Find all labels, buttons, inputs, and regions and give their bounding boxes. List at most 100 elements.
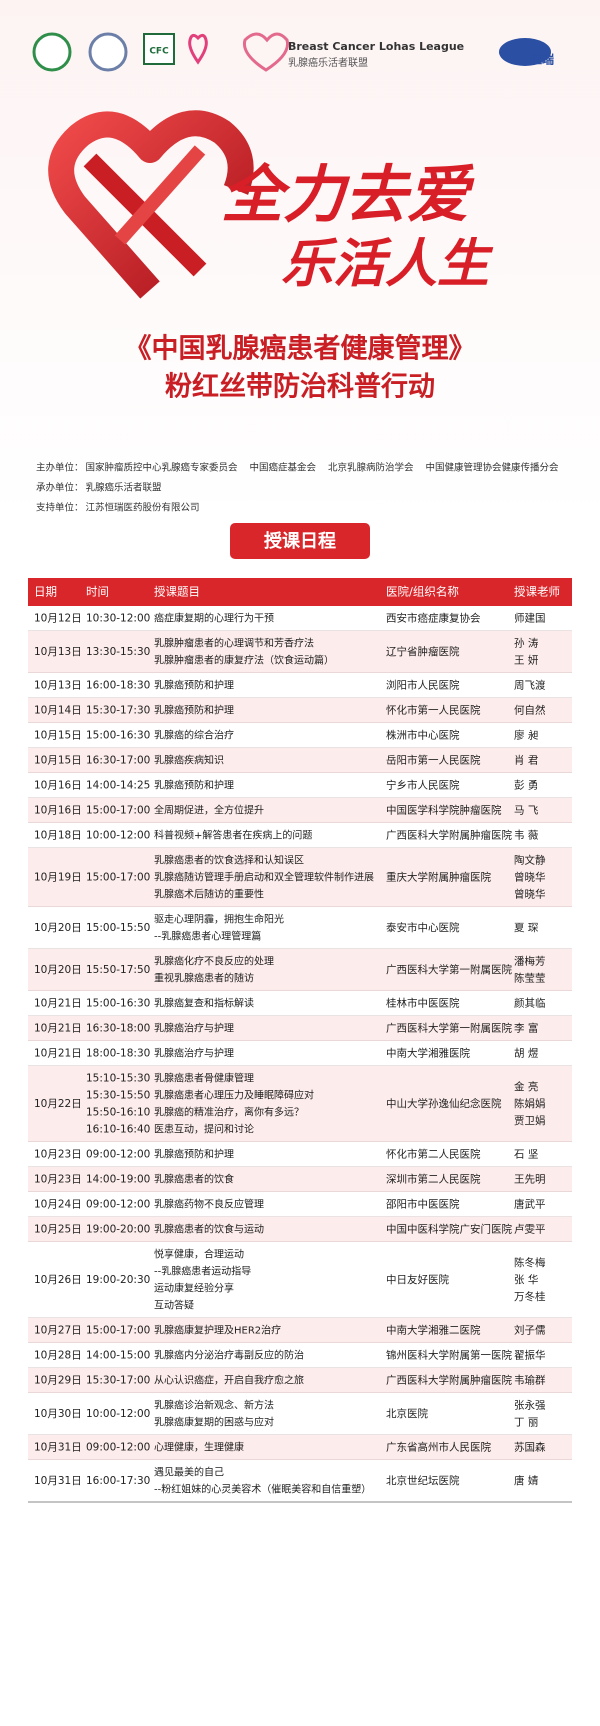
logos — [32, 32, 551, 72]
cell-teacher: 韦瑜群 — [514, 1374, 546, 1387]
organizer-item: 江苏恒瑞医药股份有限公司 — [86, 502, 200, 514]
cell-hospital: 广西医科大学第一附属医院 — [386, 963, 512, 976]
cell-topic: --乳腺癌患者运动指导 — [154, 1265, 251, 1278]
cell-hospital: 邵阳市中医医院 — [386, 1198, 460, 1211]
cell-teacher: 肖 君 — [514, 754, 538, 767]
cell-teacher: 苏国森 — [514, 1441, 546, 1454]
cell-topic: 乳腺癌术后随访的重要性 — [154, 888, 264, 901]
cell-date: 10月21日 — [34, 998, 82, 1010]
cell-teacher: 卢雯平 — [514, 1223, 546, 1236]
cell-date: 10月31日 — [34, 1442, 82, 1454]
cell-topic: 乳腺癌的精准治疗，离你有多远？ — [154, 1106, 304, 1119]
cell-teacher: 万冬桂 — [514, 1290, 546, 1303]
league-name-en: Breast Cancer Lohas League — [288, 40, 464, 53]
cell-hospital: 重庆大学附属肿瘤医院 — [386, 871, 491, 884]
cell-date: 10月13日 — [34, 680, 82, 692]
cell-hospital: 泰安市中心医院 — [386, 921, 460, 934]
cell-time: 13:30-15:30 — [86, 646, 150, 658]
cell-teacher: 张 华 — [514, 1273, 538, 1286]
cell-hospital: 株洲市中心医院 — [386, 729, 460, 742]
cell-teacher: 陶文静 — [514, 854, 546, 867]
cell-teacher: 孙 涛 — [514, 637, 539, 650]
table-row-bg — [28, 848, 572, 907]
organizer-item: 国家肿瘤质控中心乳腺癌专家委员会 — [86, 462, 239, 474]
slogan: 全力去爱 — [221, 158, 475, 231]
cell-topic: --乳腺癌患者心理管理篇 — [154, 930, 261, 943]
organizer-label: 承办单位： — [36, 482, 84, 494]
cell-time: 16:30-18:00 — [86, 1023, 150, 1035]
organizer-item: 北京乳腺病防治学会 — [328, 462, 414, 474]
table-row-bg — [28, 823, 572, 848]
table-row-bg — [28, 1242, 572, 1318]
cell-teacher: 唐武平 — [514, 1198, 546, 1211]
cell-hospital: 辽宁省肿瘤医院 — [386, 645, 460, 658]
cell-date: 10月28日 — [34, 1350, 82, 1362]
table-row-bg — [28, 698, 572, 723]
cell-teacher: 潘梅芳 — [514, 955, 546, 968]
cell-date: 10月20日 — [34, 964, 82, 976]
cell-teacher: 陈莹莹 — [514, 972, 546, 985]
cell-topic: 乳腺癌药物不良反应管理 — [154, 1198, 264, 1211]
cell-topic: 悦享健康，合理运动 — [154, 1248, 244, 1261]
cell-hospital: 中日友好医院 — [386, 1273, 449, 1286]
cell-date: 10月23日 — [34, 1174, 82, 1186]
cell-time: 19:00-20:00 — [86, 1224, 150, 1236]
cell-topic: 乳腺癌预防和护理 — [154, 779, 234, 792]
organizer-item: 乳腺癌乐活者联盟 — [86, 482, 163, 494]
cell-date: 10月24日 — [34, 1199, 82, 1211]
cell-hospital: 广西医科大学附属肿瘤医院 — [386, 829, 512, 842]
cell-teacher: 石 坚 — [514, 1149, 539, 1161]
cell-topic: 乳腺癌复查和指标解读 — [154, 997, 254, 1010]
title: 粉红丝带防治科普行动 — [165, 371, 435, 403]
table-row-bg — [28, 1318, 572, 1343]
cell-topic: 乳腺肿瘤患者的心理调节和芳香疗法 — [154, 637, 314, 650]
cell-topic: 乳腺癌化疗不良反应的处理 — [154, 955, 274, 968]
league-name-cn: 乳腺癌乐活者联盟 — [288, 56, 368, 69]
cell-time: 15:50-17:50 — [86, 964, 150, 976]
cell-time: 19:00-20:30 — [86, 1274, 150, 1286]
cell-date: 10月12日 — [34, 613, 82, 625]
cell-hospital: 桂林市中医医院 — [386, 997, 460, 1010]
cell-hospital: 中山大学孙逸仙纪念医院 — [386, 1097, 502, 1110]
schedule-button-bg — [230, 523, 370, 559]
cell-time: 14:00-15:00 — [86, 1350, 150, 1362]
cell-teacher: 胡 煜 — [514, 1047, 539, 1060]
cell-teacher: 张永强 — [514, 1399, 546, 1412]
cell-topic: 互动答疑 — [154, 1299, 194, 1312]
cell-topic: 重视乳腺癌患者的随访 — [154, 972, 254, 985]
cell-topic: 驱走心理阴霾，拥抱生命阳光 — [154, 913, 284, 926]
organizer-item: 中国癌症基金会 — [250, 462, 317, 474]
cell-hospital: 广东省高州市人民医院 — [386, 1441, 491, 1454]
cell-teacher: 翟振华 — [514, 1349, 546, 1362]
cell-teacher: 彭 勇 — [514, 779, 538, 792]
cell-topic: 乳腺癌疾病知识 — [154, 754, 224, 767]
column-header: 时间 — [86, 585, 109, 599]
cell-date: 10月26日 — [34, 1274, 82, 1286]
cell-topic: 乳腺癌内分泌治疗毒副反应的防治 — [154, 1349, 304, 1362]
cell-date: 10月21日 — [34, 1023, 82, 1035]
cell-hospital: 广西医科大学第一附属医院 — [386, 1022, 512, 1035]
cell-hospital: 中国医学科学院肿瘤医院 — [386, 804, 502, 817]
cell-topic: 遇见最美的自己 — [154, 1466, 224, 1479]
cell-time: 18:00-18:30 — [86, 1048, 150, 1060]
cell-topic: 从心认识癌症，开启自我疗愈之旅 — [154, 1374, 304, 1387]
cell-teacher: 金 亮 — [514, 1080, 538, 1093]
cell-topic: 科普视频+解答患者在疾病上的问题 — [154, 829, 312, 842]
cell-time: 15:30-15:50 — [86, 1090, 150, 1102]
cell-topic: 心理健康，生理健康 — [154, 1441, 244, 1454]
heart-graphic — [48, 110, 254, 299]
cell-topic: 癌症康复期的心理行为干预 — [154, 612, 274, 625]
cell-teacher: 夏 琛 — [514, 922, 539, 934]
column-header: 日期 — [34, 585, 57, 599]
cell-date: 10月21日 — [34, 1048, 82, 1060]
cell-time: 15:00-17:00 — [86, 872, 150, 884]
cell-teacher: 王 妍 — [514, 654, 539, 667]
cell-topic: --粉红姐妹的心灵美容术（催眠美容和自信重塑） — [154, 1483, 371, 1496]
cell-teacher: 陈娟娟 — [514, 1097, 546, 1110]
organizer-item: 中国健康管理协会健康传播分会 — [426, 462, 560, 474]
cell-topic: 乳腺癌患者的饮食与运动 — [154, 1223, 264, 1236]
table-row-bg — [28, 1016, 572, 1041]
table-row-bg — [28, 773, 572, 798]
cell-hospital: 中南大学湘雅医院 — [386, 1047, 470, 1060]
